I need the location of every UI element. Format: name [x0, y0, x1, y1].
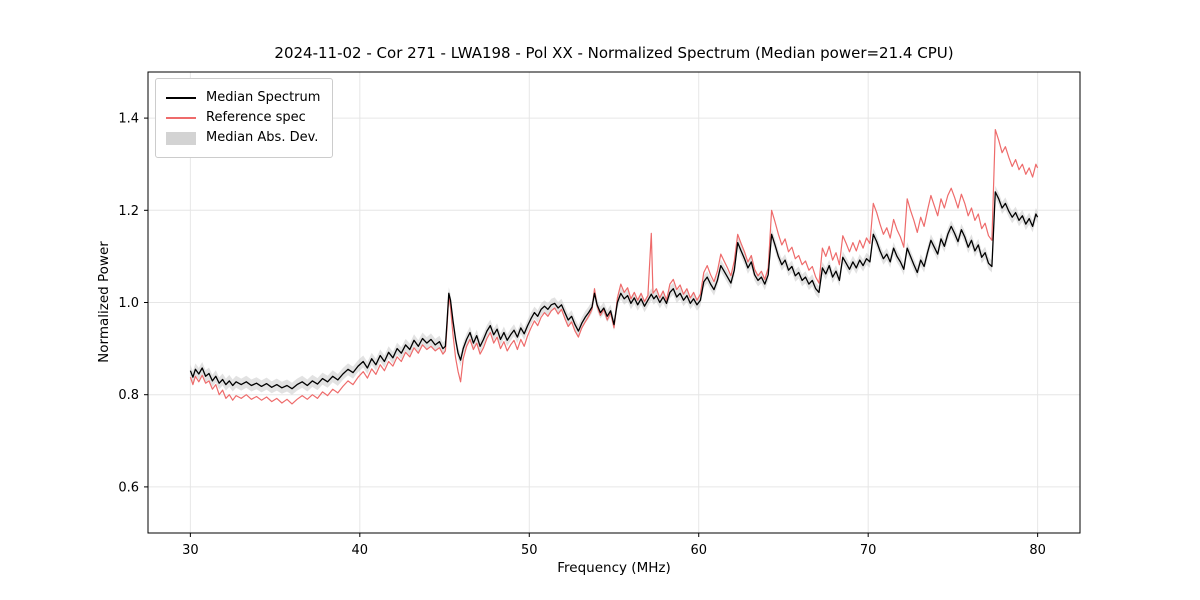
x-tick-label: 30: [182, 543, 199, 558]
reference-spec-line-swatch: [166, 117, 196, 119]
legend-item-median-spectrum: Median Spectrum: [166, 90, 320, 106]
series-line-median-spectrum: [189, 191, 1039, 390]
axis-ticks: 30 40 50 60 70 80 0.6 0.8 1.0 1.2 1.4: [118, 112, 1046, 558]
x-tick-label: 70: [860, 543, 877, 558]
chart-title: 2024-11-02 - Cor 271 - LWA198 - Pol XX -…: [274, 44, 954, 62]
y-tick-label: 0.8: [118, 388, 139, 403]
y-tick-label: 1.2: [118, 204, 139, 219]
y-tick-label: 1.0: [118, 296, 139, 311]
legend-label-reference-spec: Reference spec: [206, 110, 306, 125]
x-tick-label: 40: [352, 543, 369, 558]
series-line-reference-spec: [189, 129, 1039, 405]
y-axis-label: Normalized Power: [96, 241, 112, 363]
y-tick-label: 0.6: [118, 480, 139, 495]
median-abs-dev-band: [190, 185, 1038, 395]
legend-item-reference-spec: Reference spec: [166, 110, 320, 126]
legend-item-median-abs-dev: Median Abs. Dev.: [166, 130, 320, 146]
median-spectrum-line-swatch: [166, 97, 196, 99]
legend: Median Spectrum Reference spec Median Ab…: [155, 78, 334, 158]
legend-label-median-abs-dev: Median Abs. Dev.: [206, 130, 319, 145]
x-axis-label: Frequency (MHz): [557, 560, 671, 576]
y-tick-label: 1.4: [118, 112, 139, 127]
legend-label-median-spectrum: Median Spectrum: [206, 90, 321, 105]
x-tick-label: 60: [690, 543, 707, 558]
x-tick-label: 80: [1029, 543, 1046, 558]
x-tick-label: 50: [521, 543, 538, 558]
median-abs-dev-patch-swatch: [166, 131, 196, 145]
